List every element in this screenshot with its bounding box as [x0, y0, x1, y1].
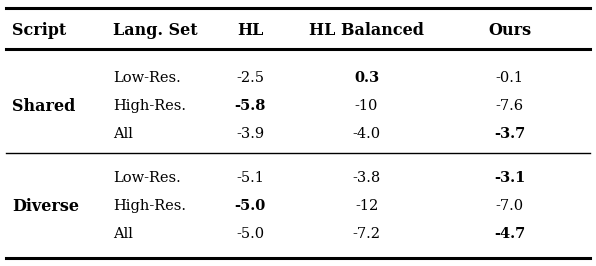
- Text: High-Res.: High-Res.: [113, 199, 186, 213]
- Text: Lang. Set: Lang. Set: [113, 22, 198, 39]
- Text: Low-Res.: Low-Res.: [113, 72, 181, 85]
- Text: -7.0: -7.0: [495, 199, 524, 213]
- Text: -3.7: -3.7: [494, 127, 525, 141]
- Text: All: All: [113, 227, 133, 241]
- Text: -3.9: -3.9: [236, 127, 265, 141]
- Text: HL: HL: [237, 22, 263, 39]
- Text: -3.8: -3.8: [352, 171, 381, 185]
- Text: 0.3: 0.3: [354, 72, 379, 85]
- Text: HL Balanced: HL Balanced: [309, 22, 424, 39]
- Text: -4.0: -4.0: [352, 127, 381, 141]
- Text: -3.1: -3.1: [494, 171, 525, 185]
- Text: -0.1: -0.1: [496, 72, 523, 85]
- Text: -4.7: -4.7: [494, 227, 525, 241]
- Text: -10: -10: [355, 99, 378, 113]
- Text: -5.0: -5.0: [236, 227, 265, 241]
- Text: -2.5: -2.5: [237, 72, 264, 85]
- Text: -5.1: -5.1: [237, 171, 264, 185]
- Text: All: All: [113, 127, 133, 141]
- Text: Low-Res.: Low-Res.: [113, 171, 181, 185]
- Text: -7.6: -7.6: [495, 99, 524, 113]
- Text: -5.0: -5.0: [235, 199, 266, 213]
- Text: Ours: Ours: [488, 22, 531, 39]
- Text: -12: -12: [355, 199, 378, 213]
- Text: Shared: Shared: [12, 98, 75, 115]
- Text: Script: Script: [12, 22, 66, 39]
- Text: High-Res.: High-Res.: [113, 99, 186, 113]
- Text: Diverse: Diverse: [12, 198, 79, 215]
- Text: -7.2: -7.2: [353, 227, 380, 241]
- Text: -5.8: -5.8: [235, 99, 266, 113]
